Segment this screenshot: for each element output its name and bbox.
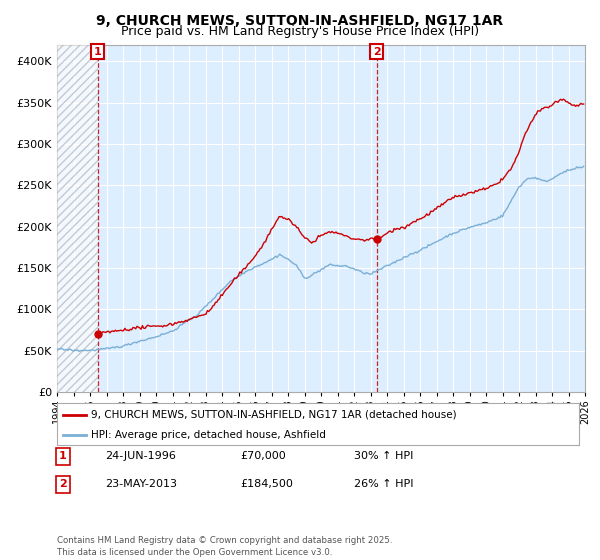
Text: Price paid vs. HM Land Registry's House Price Index (HPI): Price paid vs. HM Land Registry's House …	[121, 25, 479, 38]
Text: 30% ↑ HPI: 30% ↑ HPI	[354, 451, 413, 461]
Text: 1: 1	[59, 451, 67, 461]
Text: 23-MAY-2013: 23-MAY-2013	[105, 479, 177, 489]
Text: 9, CHURCH MEWS, SUTTON-IN-ASHFIELD, NG17 1AR (detached house): 9, CHURCH MEWS, SUTTON-IN-ASHFIELD, NG17…	[91, 410, 457, 420]
Text: 2: 2	[373, 46, 380, 57]
Bar	[57, 45, 98, 392]
Text: 2: 2	[59, 479, 67, 489]
Bar	[57, 45, 98, 392]
Text: 24-JUN-1996: 24-JUN-1996	[105, 451, 176, 461]
Text: 1: 1	[94, 46, 101, 57]
Text: HPI: Average price, detached house, Ashfield: HPI: Average price, detached house, Ashf…	[91, 430, 326, 440]
Text: 26% ↑ HPI: 26% ↑ HPI	[354, 479, 413, 489]
Text: £184,500: £184,500	[240, 479, 293, 489]
Text: Contains HM Land Registry data © Crown copyright and database right 2025.
This d: Contains HM Land Registry data © Crown c…	[57, 536, 392, 557]
Text: 9, CHURCH MEWS, SUTTON-IN-ASHFIELD, NG17 1AR: 9, CHURCH MEWS, SUTTON-IN-ASHFIELD, NG17…	[97, 14, 503, 28]
Text: £70,000: £70,000	[240, 451, 286, 461]
